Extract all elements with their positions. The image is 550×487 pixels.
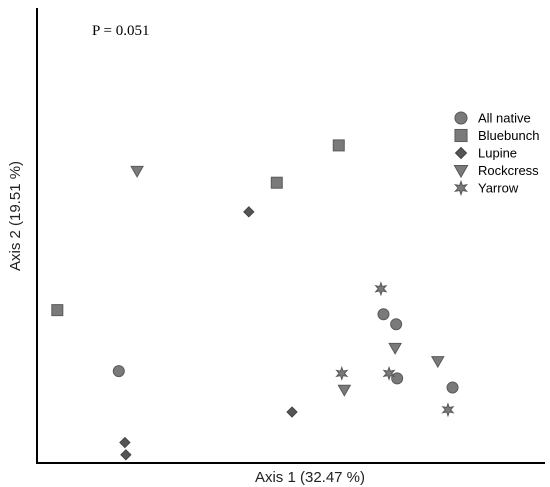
legend-label-rockcress: Rockcress bbox=[478, 163, 539, 178]
legend-symbol-yarrow bbox=[453, 179, 469, 197]
point-all-native-5 bbox=[446, 381, 459, 394]
point-all-native-4 bbox=[391, 372, 404, 385]
legend-symbol-all-native bbox=[454, 111, 468, 125]
point-bluebunch-2 bbox=[270, 176, 283, 189]
legend-label-all-native: All native bbox=[478, 111, 531, 126]
legend-label-lupine: Lupine bbox=[478, 146, 517, 161]
legend-label-yarrow: Yarrow bbox=[478, 181, 519, 196]
point-lupine-3 bbox=[119, 436, 131, 449]
point-yarrow-3 bbox=[382, 365, 396, 381]
legend-label-bluebunch: Bluebunch bbox=[478, 128, 539, 143]
data-points bbox=[51, 139, 459, 461]
legend-symbol-lupine bbox=[454, 146, 468, 160]
point-lupine-4 bbox=[120, 449, 132, 461]
point-rockcress-1 bbox=[130, 165, 144, 178]
point-lupine-2 bbox=[286, 406, 298, 418]
point-bluebunch-1 bbox=[51, 304, 64, 317]
point-rockcress-3 bbox=[430, 356, 445, 369]
legend-symbol-rockcress bbox=[453, 165, 469, 179]
point-all-native-2 bbox=[377, 308, 390, 321]
x-axis-label: Axis 1 (32.47 %) bbox=[255, 469, 365, 486]
p-value-annotation: P = 0.051 bbox=[92, 23, 150, 39]
point-bluebunch-3 bbox=[332, 139, 345, 152]
point-all-native-3 bbox=[390, 318, 403, 331]
legend-symbol-bluebunch bbox=[454, 128, 468, 143]
point-yarrow-1 bbox=[374, 281, 388, 297]
point-lupine-1 bbox=[243, 206, 255, 218]
point-yarrow-2 bbox=[335, 365, 349, 381]
y-axis-label: Axis 2 (19.51 %) bbox=[7, 161, 24, 271]
point-all-native-1 bbox=[112, 365, 125, 378]
point-rockcress-2 bbox=[388, 342, 403, 355]
point-rockcress-4 bbox=[337, 384, 352, 397]
legend: All native Bluebunch Lupine Rockcress Yarrow bbox=[453, 111, 539, 197]
point-yarrow-4 bbox=[441, 402, 455, 418]
